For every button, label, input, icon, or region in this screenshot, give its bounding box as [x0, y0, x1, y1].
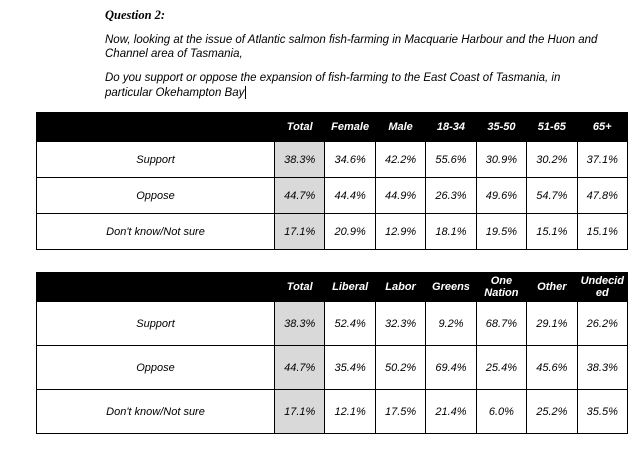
data-cell: 26.2%: [576, 301, 629, 346]
data-cell: 47.8%: [576, 177, 629, 214]
column-header: Labor: [374, 272, 427, 302]
data-cell: 54.7%: [526, 177, 578, 214]
data-cell: 20.9%: [324, 213, 376, 250]
data-cell: 32.3%: [374, 301, 427, 346]
data-cell: 21.4%: [425, 389, 477, 434]
row-label: Don't know/Not sure: [36, 389, 275, 434]
data-cell: 68.7%: [475, 301, 528, 346]
data-cell: 35.4%: [324, 345, 376, 390]
row-label: Support: [36, 301, 275, 346]
row-label: Oppose: [36, 177, 275, 214]
data-cell: 44.7%: [273, 177, 326, 214]
data-cell: 42.2%: [374, 141, 427, 178]
results-table-voting-intention: Total Liberal Labor Greens One Nation Other Un…: [36, 272, 629, 434]
data-cell: 12.9%: [374, 213, 427, 250]
row-label: Don't know/Not sure: [36, 213, 275, 250]
row-label-header: [36, 112, 275, 142]
data-cell: 45.6%: [526, 345, 578, 390]
column-header: 65+: [576, 112, 629, 142]
data-cell: 17.1%: [273, 213, 326, 250]
data-cell: 9.2%: [425, 301, 477, 346]
table-header-row: Total Female Male 18-34 35-50 51-65 65+: [36, 112, 629, 142]
table-row: Don't know/Not sure 17.1% 20.9% 12.9% 18.1% 1…: [36, 213, 629, 250]
data-cell: 69.4%: [425, 345, 477, 390]
data-cell: 30.2%: [526, 141, 578, 178]
column-header: Undecided: [576, 272, 629, 302]
data-cell: 34.6%: [324, 141, 376, 178]
row-label-header: [36, 272, 275, 302]
column-header: Total: [273, 272, 326, 302]
data-cell: 37.1%: [576, 141, 629, 178]
results-table-demographics: Total Female Male 18-34 35-50 51-65 65+ Suppor…: [36, 112, 629, 250]
data-cell: 15.1%: [576, 213, 629, 250]
column-header: Liberal: [324, 272, 376, 302]
data-cell: 17.5%: [374, 389, 427, 434]
column-header: Female: [324, 112, 376, 142]
data-cell: 18.1%: [425, 213, 477, 250]
data-cell: 25.4%: [475, 345, 528, 390]
data-cell: 6.0%: [475, 389, 528, 434]
row-label: Support: [36, 141, 275, 178]
data-cell: 26.3%: [425, 177, 477, 214]
table-row: Don't know/Not sure 17.1% 12.1% 17.5% 21.4% 6…: [36, 389, 629, 434]
column-header: Greens: [425, 272, 477, 302]
data-cell: 44.4%: [324, 177, 376, 214]
data-cell: 38.3%: [576, 345, 629, 390]
table-row: Support 38.3% 34.6% 42.2% 55.6% 30.9% 30.2% 37.…: [36, 141, 629, 178]
column-header: 51-65: [526, 112, 578, 142]
question-paragraph-1: Now, looking at the issue of Atlantic sa…: [105, 33, 598, 60]
column-header: Other: [526, 272, 578, 302]
row-label: Oppose: [36, 345, 275, 390]
question-heading: Question 2:: [105, 8, 166, 22]
data-cell: 38.3%: [273, 141, 326, 178]
data-cell: 44.7%: [273, 345, 326, 390]
data-cell: 55.6%: [425, 141, 477, 178]
data-cell: 49.6%: [475, 177, 528, 214]
data-cell: 35.5%: [576, 389, 629, 434]
table-row: Support 38.3% 52.4% 32.3% 9.2% 68.7% 29.1% 26.2…: [36, 301, 629, 346]
column-header: Male: [374, 112, 427, 142]
question-text-block: Question 2: Now, looking at the issue of…: [105, 8, 610, 110]
data-cell: 15.1%: [526, 213, 578, 250]
data-cell: 12.1%: [324, 389, 376, 434]
data-cell: 44.9%: [374, 177, 427, 214]
data-cell: 17.1%: [273, 389, 326, 434]
table-header-row: Total Liberal Labor Greens One Nation Other Un…: [36, 272, 629, 302]
column-header: 35-50: [475, 112, 528, 142]
column-header: 18-34: [425, 112, 477, 142]
column-header: One Nation: [475, 272, 528, 302]
text-cursor: [245, 85, 247, 99]
column-header: Total: [273, 112, 326, 142]
data-cell: 52.4%: [324, 301, 376, 346]
data-cell: 25.2%: [526, 389, 578, 434]
table-row: Oppose 44.7% 44.4% 44.9% 26.3% 49.6% 54.7% 47.8…: [36, 177, 629, 214]
table-row: Oppose 44.7% 35.4% 50.2% 69.4% 25.4% 45.6% 38.3…: [36, 345, 629, 390]
data-cell: 38.3%: [273, 301, 326, 346]
data-cell: 50.2%: [374, 345, 427, 390]
data-cell: 19.5%: [475, 213, 528, 250]
data-cell: 29.1%: [526, 301, 578, 346]
question-paragraph-2-text: Do you support or oppose the expansion o…: [105, 72, 561, 99]
question-paragraph-2: Do you support or oppose the expansion o…: [105, 71, 610, 100]
data-cell: 30.9%: [475, 141, 528, 178]
